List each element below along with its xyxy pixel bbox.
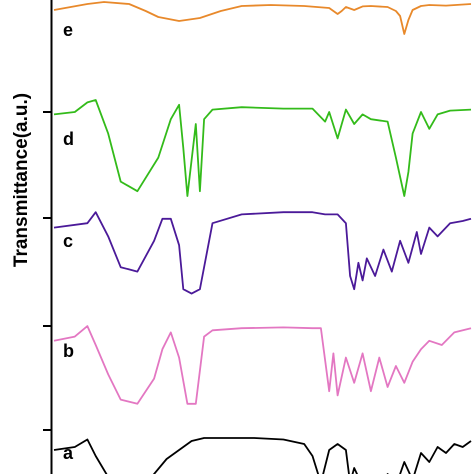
series-label-b: b — [63, 341, 74, 361]
series-line-d — [53, 99, 472, 197]
series-line-b — [53, 325, 472, 405]
series-label-e: e — [63, 20, 73, 40]
series-label-d: d — [63, 129, 74, 149]
series-line-a — [53, 437, 472, 474]
series-line-e — [53, 1, 472, 35]
series-label-a: a — [63, 443, 74, 463]
series-line-c — [53, 211, 472, 295]
y-axis-label-area: Transmittance(a.u.) — [0, 0, 44, 474]
y-axis-label: Transmittance(a.u.) — [11, 92, 32, 268]
series-label-c: c — [63, 231, 73, 251]
